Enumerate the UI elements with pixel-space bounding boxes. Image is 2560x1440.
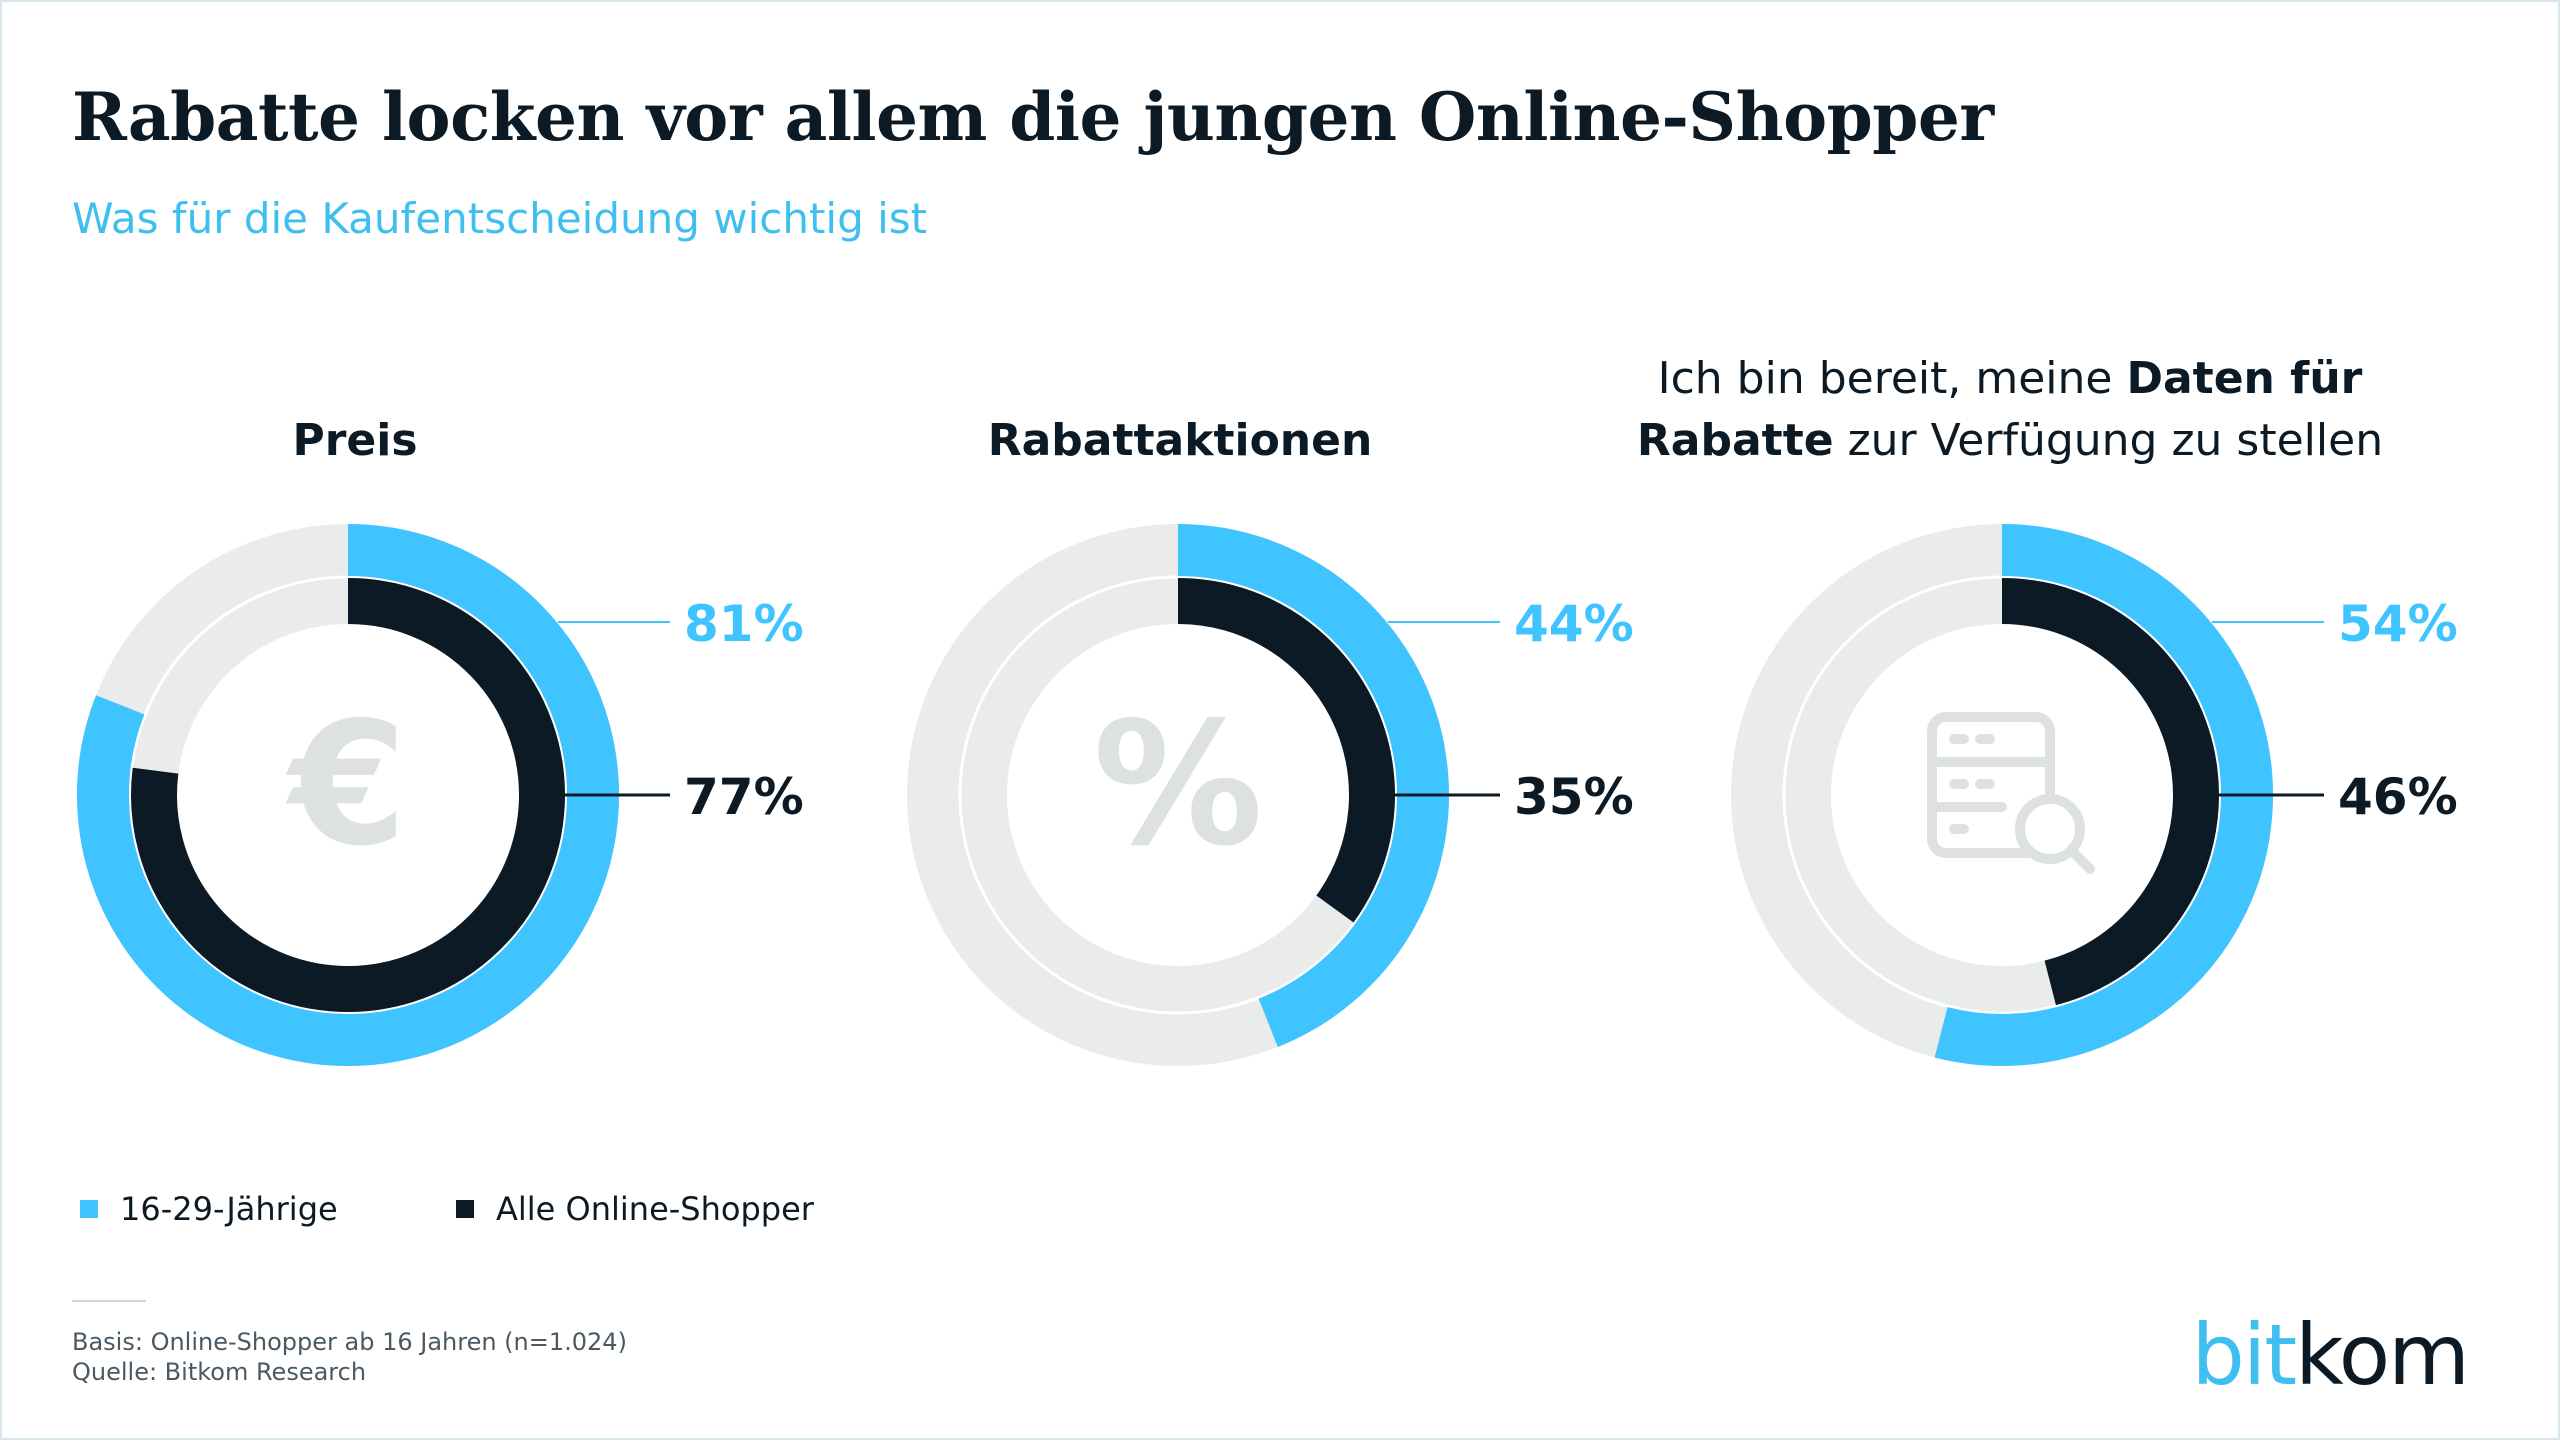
donut-title-rabattaktionen: Rabattaktionen xyxy=(880,410,1480,472)
database-search-icon xyxy=(1927,712,2095,874)
legend-label-all: Alle Online-Shopper xyxy=(496,1190,814,1228)
footer-source: Quelle: Bitkom Research xyxy=(72,1358,367,1386)
donut-title-text: Rabattaktionen xyxy=(987,415,1373,466)
donut-arc-all xyxy=(1177,578,1395,923)
donut-arc-young xyxy=(1934,524,2273,1066)
donut-title-part-bold: Daten für xyxy=(2126,353,2363,404)
footer-basis: Basis: Online-Shopper ab 16 Jahren (n=1.… xyxy=(72,1328,627,1356)
data-label-young: 44% xyxy=(1514,595,1634,653)
legend: Alle Online-Shopper xyxy=(456,1190,814,1228)
donut-center xyxy=(178,625,518,965)
footer-divider xyxy=(72,1300,146,1302)
chart-title: Rabatte locken vor allem die jungen Onli… xyxy=(72,78,1994,156)
euro-icon: € xyxy=(285,686,407,884)
data-label-all: 77% xyxy=(684,768,804,826)
donut-title-line-2: Rabatte zur Verfügung zu stellen xyxy=(1560,410,2460,472)
chart-subtitle: Was für die Kaufentscheidung wichtig ist xyxy=(72,194,928,243)
percent-icon: % xyxy=(1093,686,1263,884)
data-label-all: 46% xyxy=(2338,768,2458,826)
donut-title-line-1: Ich bin bereit, meine Daten für xyxy=(1560,348,2460,410)
donut-arc-young xyxy=(1177,524,1449,1047)
data-label-all: 35% xyxy=(1514,768,1634,826)
legend-label-young: 16-29-Jährige xyxy=(120,1190,338,1228)
legend-swatch-all xyxy=(456,1200,474,1218)
donut-title-part: zur Verfügung zu stellen xyxy=(1833,415,2384,466)
donut-title-daten: Ich bin bereit, meine Daten für Rabatte … xyxy=(1560,348,2460,472)
legend-swatch-young xyxy=(80,1200,98,1218)
donut-center xyxy=(1832,625,2172,965)
data-label-young: 81% xyxy=(684,595,804,653)
logo-part-kom: kom xyxy=(2295,1306,2470,1404)
donut-title-part-bold: Rabatte xyxy=(1636,415,1834,466)
donut-title-preis: Preis xyxy=(205,410,505,472)
donut-arc-all xyxy=(131,578,565,1012)
donut-arc-young xyxy=(77,524,619,1066)
donut-title-part: Ich bin bereit, meine xyxy=(1657,353,2127,404)
donut-center xyxy=(1008,625,1348,965)
donut-title-text: Preis xyxy=(292,415,418,466)
legend: 16-29-Jährige xyxy=(80,1190,338,1228)
logo-part-bit: bit xyxy=(2191,1306,2298,1404)
donut-arc-all xyxy=(2001,578,2219,1006)
bitkom-logo: bitkom xyxy=(2191,1306,2470,1404)
data-label-young: 54% xyxy=(2338,595,2458,653)
